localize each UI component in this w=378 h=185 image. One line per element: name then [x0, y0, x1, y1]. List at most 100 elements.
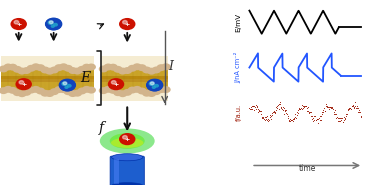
- Point: [296, 108, 302, 111]
- Point: [268, 115, 274, 118]
- Circle shape: [132, 86, 142, 93]
- Point: [338, 118, 344, 121]
- Point: [335, 116, 341, 119]
- Circle shape: [147, 90, 156, 97]
- Circle shape: [123, 67, 132, 74]
- Circle shape: [108, 87, 118, 94]
- Point: [334, 115, 340, 118]
- Point: [260, 115, 266, 118]
- Bar: [1, 82, 94, 92]
- Point: [285, 116, 291, 119]
- Circle shape: [64, 86, 69, 89]
- Point: [286, 119, 292, 122]
- Point: [326, 107, 332, 110]
- Point: [306, 111, 312, 114]
- Point: [260, 117, 266, 120]
- Point: [294, 110, 300, 113]
- Text: +: +: [21, 82, 26, 87]
- Point: [276, 102, 282, 105]
- Circle shape: [22, 89, 31, 96]
- Point: [300, 107, 306, 110]
- Bar: [1, 76, 94, 82]
- Point: [303, 105, 309, 108]
- Point: [256, 110, 262, 113]
- Circle shape: [26, 87, 36, 94]
- Circle shape: [61, 82, 67, 86]
- Circle shape: [104, 63, 113, 70]
- Circle shape: [122, 136, 127, 139]
- Point: [309, 117, 315, 120]
- Point: [249, 105, 255, 108]
- Point: [258, 109, 264, 112]
- Point: [294, 111, 301, 114]
- Circle shape: [137, 64, 147, 71]
- Point: [266, 114, 273, 117]
- Point: [272, 112, 278, 115]
- Circle shape: [3, 63, 13, 70]
- Point: [322, 110, 328, 113]
- Point: [281, 112, 287, 115]
- Point: [308, 110, 314, 113]
- Circle shape: [13, 66, 22, 73]
- Point: [352, 100, 358, 103]
- Text: f/a.u.: f/a.u.: [235, 104, 241, 121]
- Circle shape: [36, 64, 45, 71]
- Point: [312, 115, 318, 118]
- Point: [355, 106, 361, 109]
- Point: [282, 110, 288, 112]
- Point: [311, 115, 318, 118]
- Point: [278, 105, 284, 108]
- Circle shape: [45, 18, 62, 30]
- Circle shape: [45, 90, 54, 97]
- Point: [347, 106, 353, 109]
- Point: [332, 112, 338, 115]
- Point: [321, 106, 327, 109]
- Point: [354, 107, 360, 110]
- Circle shape: [13, 89, 22, 96]
- Circle shape: [15, 78, 32, 90]
- Bar: [1, 69, 94, 79]
- Circle shape: [99, 87, 108, 94]
- Bar: [114, 159, 119, 184]
- Point: [320, 111, 326, 114]
- Point: [257, 112, 263, 115]
- Point: [318, 114, 324, 117]
- Point: [295, 109, 301, 112]
- Circle shape: [17, 90, 27, 97]
- Circle shape: [132, 63, 142, 70]
- Point: [352, 104, 358, 107]
- Point: [272, 111, 278, 114]
- Point: [279, 106, 285, 109]
- Point: [328, 106, 335, 109]
- Ellipse shape: [100, 128, 155, 154]
- Point: [318, 119, 324, 122]
- Circle shape: [128, 87, 137, 94]
- Text: +: +: [125, 137, 130, 142]
- Circle shape: [36, 88, 45, 95]
- Point: [263, 116, 269, 119]
- Circle shape: [82, 64, 91, 71]
- Point: [265, 117, 271, 120]
- Point: [277, 101, 283, 104]
- Point: [328, 107, 334, 110]
- Circle shape: [161, 63, 171, 70]
- Circle shape: [119, 133, 135, 145]
- Point: [324, 105, 330, 108]
- Point: [353, 105, 359, 107]
- Point: [278, 107, 284, 110]
- Point: [349, 105, 355, 108]
- Circle shape: [63, 82, 67, 85]
- Point: [356, 109, 363, 112]
- Circle shape: [19, 81, 24, 84]
- Point: [319, 112, 325, 115]
- Point: [271, 110, 277, 113]
- Point: [284, 113, 290, 116]
- Circle shape: [68, 90, 77, 97]
- Point: [351, 106, 357, 109]
- Point: [253, 104, 259, 107]
- Point: [250, 104, 256, 107]
- Point: [351, 106, 357, 109]
- Point: [254, 106, 260, 109]
- Circle shape: [59, 79, 76, 92]
- Text: I: I: [169, 60, 174, 73]
